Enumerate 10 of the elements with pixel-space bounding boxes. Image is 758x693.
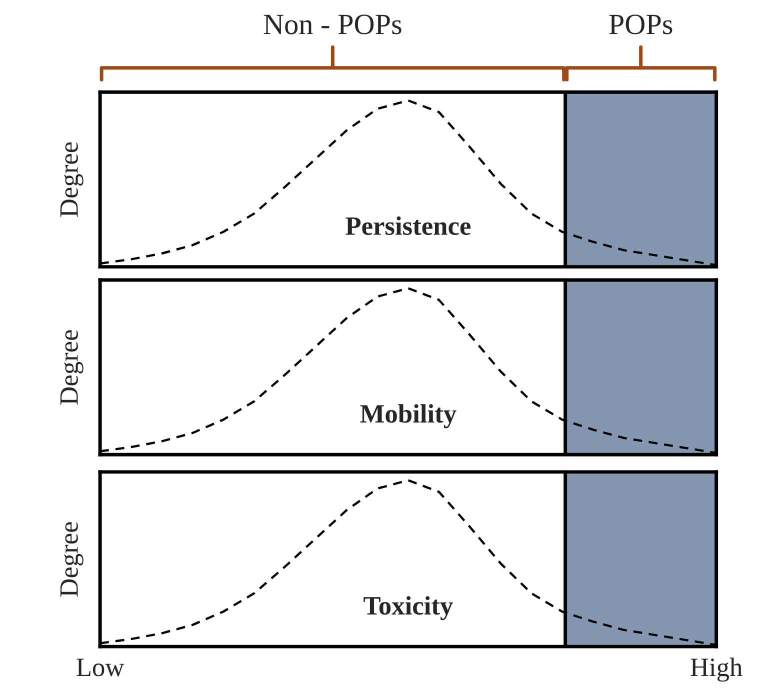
- text: Non - POPs: [264, 14, 402, 34]
- x-tick-label: High: [690, 658, 742, 682]
- y-axis-title: Degree: [60, 330, 84, 405]
- x-tick-label: Low: [76, 658, 124, 676]
- annotation: Mobility: [360, 404, 456, 428]
- annotation: Persistence: [346, 216, 471, 235]
- annotation: Toxicity: [364, 596, 453, 620]
- y-axis-title: Degree: [60, 142, 84, 217]
- y-axis-title: Degree: [60, 522, 84, 597]
- text: POPs: [609, 14, 672, 34]
